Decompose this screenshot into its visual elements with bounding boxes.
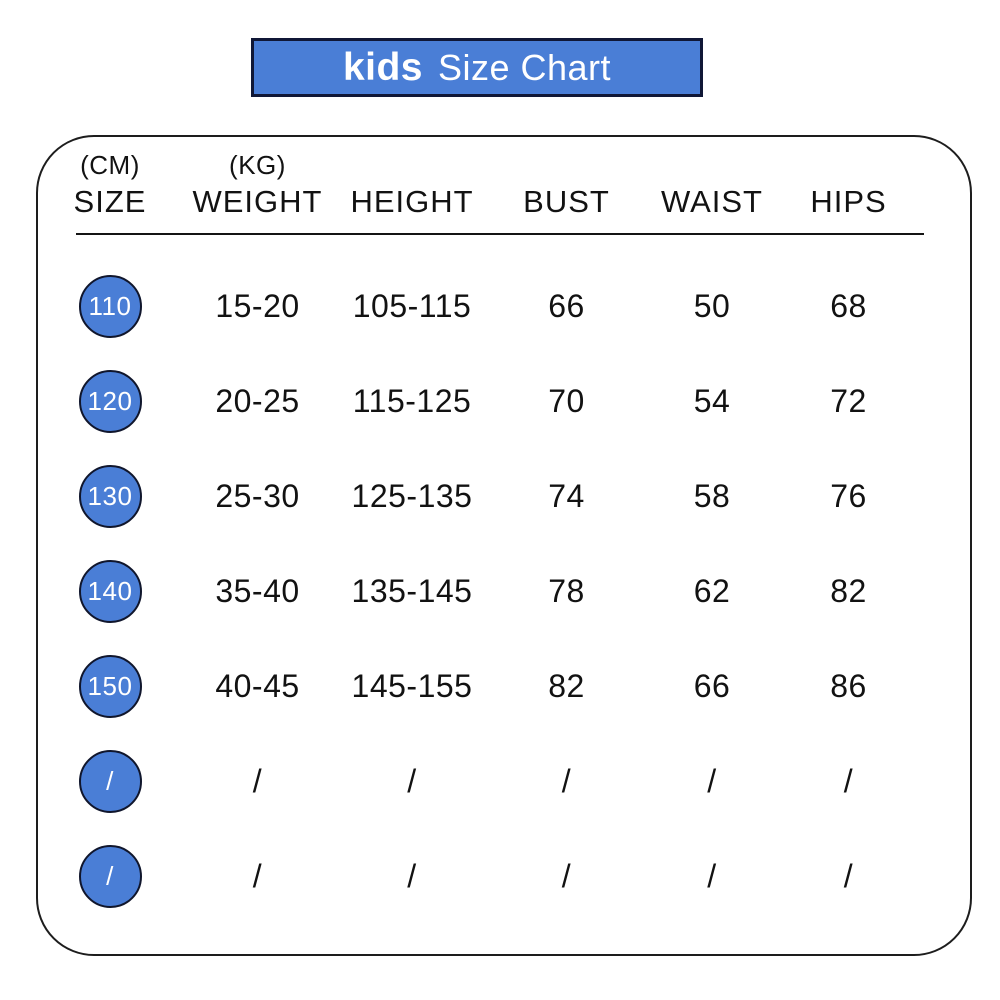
cell-bust: 66 <box>548 288 585 324</box>
cell-size: / <box>38 829 182 924</box>
bust-column-label: BUST <box>523 184 610 219</box>
weight-column-label: WEIGHT <box>192 184 323 219</box>
cell-height: / <box>407 763 417 799</box>
cell-bust: 78 <box>548 573 585 609</box>
cell-waist: 54 <box>693 383 731 419</box>
cell-height: 145-155 <box>351 668 473 704</box>
table-header-row: (CM) SIZE (KG) WEIGHT HEIGHT BUST W <box>38 147 915 221</box>
header-cell-weight: (KG) WEIGHT <box>182 147 333 221</box>
cell-height: 125-135 <box>351 478 473 514</box>
table-row: 110 15-20 105-115 66 50 68 <box>38 259 915 354</box>
cell-weight: 20-25 <box>215 383 300 419</box>
cell-weight: 25-30 <box>215 478 300 514</box>
cell-hips: 76 <box>830 478 867 514</box>
cell-hips: 82 <box>830 573 867 609</box>
cell-weight: 35-40 <box>215 573 300 609</box>
cell-weight: / <box>252 858 263 894</box>
size-badge: 140 <box>78 560 142 623</box>
cell-size: 140 <box>38 544 182 639</box>
cell-waist: / <box>707 858 717 894</box>
cell-size: 150 <box>38 639 182 734</box>
cell-waist: 66 <box>693 668 731 704</box>
cell-bust: 70 <box>548 383 585 419</box>
size-badge: 110 <box>78 275 142 338</box>
cell-weight: / <box>252 763 263 799</box>
header-cell-waist: WAIST <box>642 147 782 221</box>
cell-height: 115-125 <box>352 383 472 419</box>
banner-brand-text: kids <box>342 45 423 89</box>
cell-size: 110 <box>38 259 182 354</box>
cell-height: 135-145 <box>351 573 473 609</box>
title-banner: kids Size Chart <box>251 38 703 97</box>
size-column-label: SIZE <box>73 184 147 219</box>
cell-weight: 40-45 <box>215 668 300 704</box>
table-row: / / / / / / <box>38 829 915 924</box>
table-row: 120 20-25 115-125 70 54 72 <box>38 354 915 449</box>
size-table: (CM) SIZE (KG) WEIGHT HEIGHT BUST W <box>38 137 924 954</box>
size-badge: 120 <box>78 370 142 433</box>
size-badge: / <box>78 750 142 813</box>
weight-unit-label: (KG) <box>229 150 286 180</box>
size-badge: 150 <box>78 655 142 718</box>
cell-bust: / <box>561 858 572 894</box>
header-cell-bust: BUST <box>491 147 642 221</box>
header-cell-size: (CM) SIZE <box>38 147 182 221</box>
cell-waist: 50 <box>693 288 731 324</box>
table-row: 130 25-30 125-135 74 58 76 <box>38 449 915 544</box>
cell-waist: / <box>707 763 717 799</box>
header-cell-height: HEIGHT <box>333 147 491 221</box>
cell-bust: / <box>561 763 572 799</box>
header-divider-line <box>76 233 924 235</box>
table-row: 140 35-40 135-145 78 62 82 <box>38 544 915 639</box>
size-badge: 130 <box>78 465 142 528</box>
banner-title-text: Size Chart <box>437 46 612 88</box>
size-unit-label: (CM) <box>80 150 140 180</box>
table-row: 150 40-45 145-155 82 66 86 <box>38 639 915 734</box>
table-row: / / / / / / <box>38 734 915 829</box>
size-table-card: (CM) SIZE (KG) WEIGHT HEIGHT BUST W <box>36 135 972 956</box>
cell-waist: 62 <box>693 573 731 609</box>
header-cell-hips: HIPS <box>782 147 915 221</box>
height-column-label: HEIGHT <box>350 184 474 219</box>
cell-size: / <box>38 734 182 829</box>
cell-waist: 58 <box>693 478 731 514</box>
cell-hips: 68 <box>830 288 867 324</box>
cell-bust: 82 <box>548 668 585 704</box>
hips-column-label: HIPS <box>810 184 887 219</box>
cell-hips: / <box>843 858 854 894</box>
table-body: 110 15-20 105-115 66 50 68 120 20-25 115… <box>38 259 915 924</box>
cell-height: / <box>407 858 417 894</box>
cell-height: 105-115 <box>352 288 472 324</box>
cell-weight: 15-20 <box>215 288 300 324</box>
cell-size: 130 <box>38 449 182 544</box>
cell-bust: 74 <box>548 478 585 514</box>
size-badge: / <box>78 845 142 908</box>
cell-hips: 72 <box>830 383 867 419</box>
cell-size: 120 <box>38 354 182 449</box>
cell-hips: / <box>843 763 854 799</box>
cell-hips: 86 <box>830 668 867 704</box>
waist-column-label: WAIST <box>660 184 763 219</box>
